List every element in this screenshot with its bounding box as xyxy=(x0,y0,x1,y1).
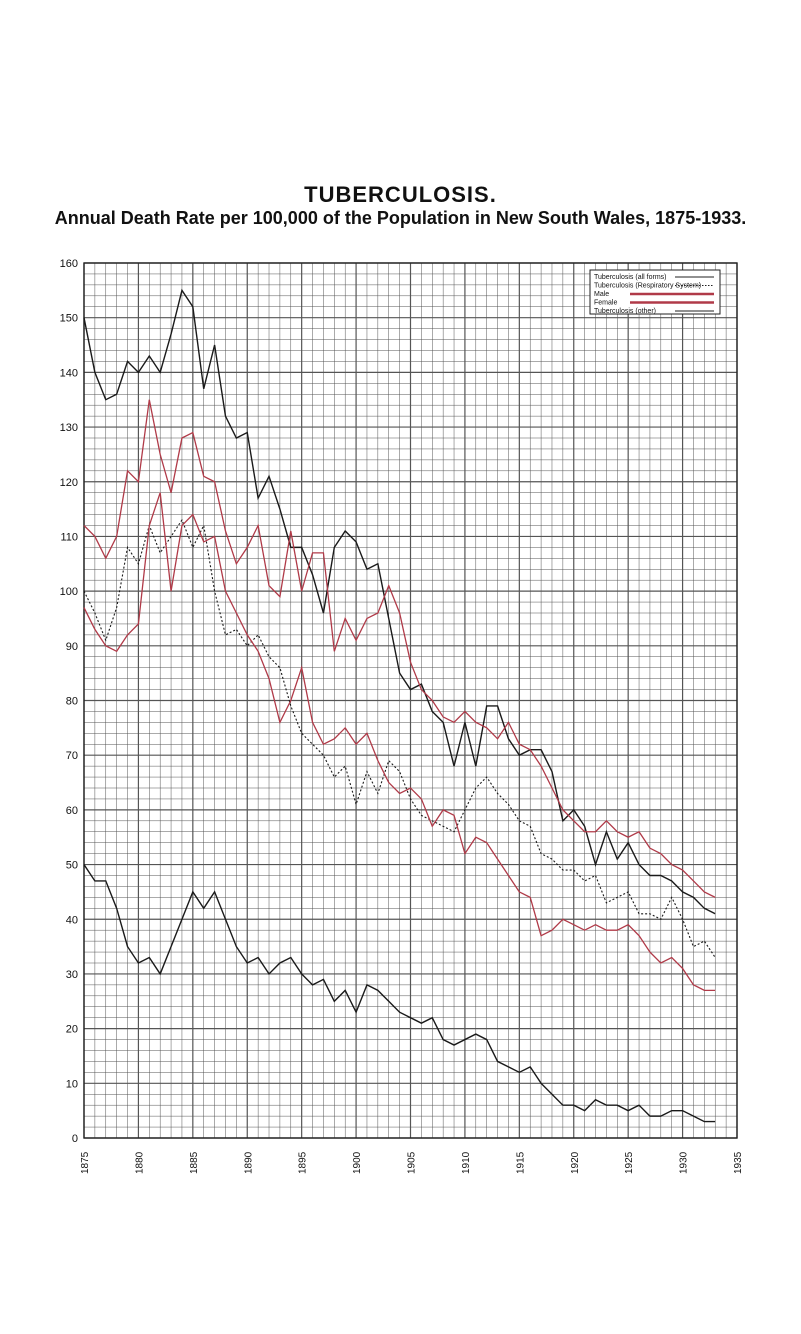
x-tick-label: 1875 xyxy=(80,1151,91,1174)
x-tick-label: 1930 xyxy=(679,1151,690,1174)
y-tick-label: 140 xyxy=(60,367,78,379)
y-tick-label: 130 xyxy=(60,422,78,434)
x-tick-label: 1900 xyxy=(352,1151,363,1174)
x-tick-label: 1890 xyxy=(243,1151,254,1174)
x-tick-label: 1905 xyxy=(407,1151,418,1174)
plot-frame xyxy=(83,262,738,1139)
legend-label: Male xyxy=(594,291,609,298)
x-tick-label: 1935 xyxy=(733,1151,744,1174)
y-tick-label: 90 xyxy=(66,641,78,653)
chart-series xyxy=(83,288,716,1123)
x-tick-label: 1915 xyxy=(515,1151,526,1174)
series-line-tuberculosis-respiratory-system xyxy=(83,518,716,958)
y-tick-label: 80 xyxy=(66,696,78,708)
chart-grid xyxy=(83,262,738,1139)
y-tick-label: 120 xyxy=(60,477,78,489)
x-tick-label: 1925 xyxy=(624,1151,635,1174)
y-tick-label: 30 xyxy=(66,969,78,981)
x-tick-label: 1885 xyxy=(189,1151,200,1174)
series-line-tuberculosis-all-forms xyxy=(83,288,716,915)
chart-subtitle: Annual Death Rate per 100,000 of the Pop… xyxy=(54,208,747,228)
legend-label: Tuberculosis (other) xyxy=(594,308,656,315)
y-tick-label: 100 xyxy=(60,586,78,598)
y-tick-label: 0 xyxy=(72,1133,78,1145)
legend-label: Female xyxy=(594,300,617,307)
y-tick-label: 70 xyxy=(66,750,78,762)
y-tick-label: 150 xyxy=(60,313,78,325)
x-tick-label: 1895 xyxy=(298,1151,309,1174)
y-tick-label: 60 xyxy=(66,805,78,817)
legend-label: Tuberculosis (all forms) xyxy=(594,274,666,281)
y-tick-label: 160 xyxy=(60,258,78,270)
legend-label: Tuberculosis (Respiratory System) xyxy=(594,283,701,290)
y-tick-label: 10 xyxy=(66,1078,78,1090)
chart-title: TUBERCULOSIS. xyxy=(304,182,497,207)
series-line-male xyxy=(83,399,716,898)
series-line-tuberculosis-other xyxy=(83,864,716,1123)
x-tick-label: 1880 xyxy=(134,1151,145,1174)
chart-axes: 1601501401301201101009080706050403020100… xyxy=(60,258,744,1174)
y-tick-label: 40 xyxy=(66,914,78,926)
series-line-female xyxy=(83,492,716,991)
y-tick-label: 50 xyxy=(66,860,78,872)
x-tick-label: 1920 xyxy=(570,1151,581,1174)
y-tick-label: 110 xyxy=(60,531,78,543)
chart-legend: Tuberculosis (all forms) Tuberculosis (Re… xyxy=(589,269,721,315)
x-tick-label: 1910 xyxy=(461,1151,472,1174)
y-tick-label: 20 xyxy=(66,1024,78,1036)
